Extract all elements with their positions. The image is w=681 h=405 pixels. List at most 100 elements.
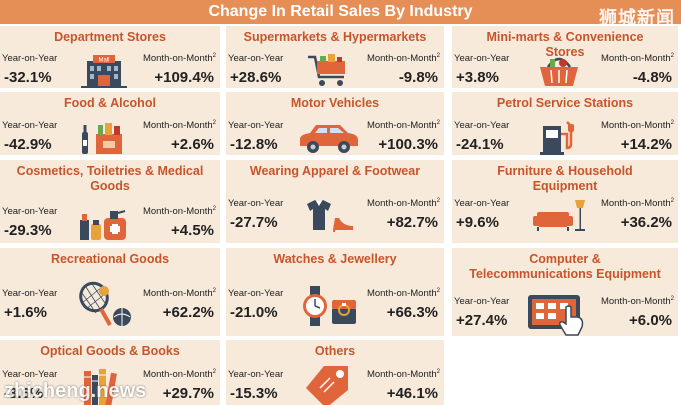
mom-label: Month-on-Month2 — [142, 119, 216, 131]
yoy-label: Year-on-Year — [2, 368, 58, 380]
grocery-bag-icon — [78, 120, 130, 155]
industry-card: Department Stores Year-on-Year -32.1% Ma… — [0, 26, 220, 88]
industry-card: Optical Goods & Books Year-on-Year -3.6%… — [0, 340, 220, 405]
mom-value: +2.6% — [171, 135, 214, 153]
mom-label: Month-on-Month2 — [366, 119, 440, 131]
industry-card: Computer & Telecommunications Equipment … — [452, 248, 678, 336]
industry-name: Supermarkets & Hypermarkets — [243, 30, 427, 44]
industry-card: Mini-marts & Convenience Stores Year-on-… — [452, 26, 678, 88]
mom-value: +109.4% — [154, 69, 214, 86]
fuel-pump-icon — [537, 120, 581, 155]
mom-value: +66.3% — [386, 304, 438, 321]
industry-card: Wearing Apparel & Footwear Year-on-Year … — [226, 160, 444, 243]
yoy-label: Year-on-Year — [228, 53, 284, 64]
yoy-value: -12.8% — [230, 135, 278, 153]
yoy-value: -21.0% — [230, 304, 278, 321]
mom-label: Month-on-Month2 — [600, 296, 674, 308]
mom-value: +36.2% — [620, 213, 672, 231]
watermark-bottom: zhicheng.news — [4, 380, 147, 402]
mom-label: Month-on-Month2 — [142, 368, 216, 380]
mom-label: Month-on-Month2 — [366, 53, 440, 65]
industry-card: Watches & Jewellery Year-on-Year -21.0% … — [226, 248, 444, 336]
yoy-value: -3.6% — [4, 384, 44, 402]
tennis-racket-icon — [74, 281, 134, 336]
industry-name: Recreational Goods — [50, 252, 170, 266]
industry-name: Motor Vehicles — [290, 96, 380, 110]
price-tag-icon — [304, 364, 354, 405]
mom-value: -4.8% — [632, 69, 672, 86]
mom-value: +100.3% — [378, 135, 438, 153]
yoy-value: +9.6% — [456, 213, 499, 231]
industry-name: Mini-marts & Convenience Stores — [486, 30, 644, 59]
yoy-label: Year-on-Year — [228, 197, 284, 209]
industry-card: Others Year-on-Year -15.3% Month-on-Mont… — [226, 340, 444, 405]
industry-name: Petrol Service Stations — [496, 96, 634, 110]
mom-label: Month-on-Month2 — [366, 368, 440, 380]
mom-label: Month-on-Month2 — [600, 119, 674, 131]
industry-name: Optical Goods & Books — [40, 344, 180, 358]
industry-name: Cosmetics, Toiletries & Medical Goods — [16, 164, 204, 193]
yoy-value: +27.4% — [456, 312, 508, 329]
mom-value: -9.8% — [398, 69, 438, 86]
industry-card: Cosmetics, Toiletries & Medical Goods Ye… — [0, 160, 220, 243]
shopping-cart-icon — [306, 53, 352, 88]
cosmetics-icon — [77, 206, 131, 243]
yoy-value: +1.6% — [4, 304, 47, 321]
industry-card: Petrol Service Stations Year-on-Year -24… — [452, 92, 678, 155]
basket-icon — [536, 53, 582, 88]
car-icon — [296, 120, 362, 155]
yoy-label: Year-on-Year — [228, 368, 284, 380]
yoy-label: Year-on-Year — [2, 205, 58, 217]
mom-value: +4.5% — [171, 221, 214, 239]
industry-card: Food & Alcohol Year-on-Year -42.9% Month… — [0, 92, 220, 155]
yoy-label: Year-on-Year — [228, 288, 284, 299]
yoy-value: +3.8% — [456, 69, 499, 86]
yoy-label: Year-on-Year — [454, 119, 510, 131]
mom-label: Month-on-Month2 — [600, 53, 674, 65]
industry-name: Food & Alcohol — [64, 96, 156, 110]
mom-label: Month-on-Month2 — [142, 205, 216, 217]
mom-value: +62.2% — [162, 304, 214, 321]
yoy-value: -24.1% — [456, 135, 504, 153]
yoy-label: Year-on-Year — [454, 197, 510, 209]
mom-label: Month-on-Month2 — [366, 197, 440, 209]
industry-card: Recreational Goods Year-on-Year +1.6% Mo… — [0, 248, 220, 336]
mom-value: +46.1% — [386, 384, 438, 402]
mom-value: +6.0% — [629, 312, 672, 329]
industry-card: Furniture & Household Equipment Year-on-… — [452, 160, 678, 243]
industry-name: Watches & Jewellery — [273, 252, 397, 266]
apparel-icon — [301, 198, 357, 239]
industry-name: Computer & Telecommunications Equipment — [469, 252, 661, 281]
books-icon — [80, 365, 128, 405]
watch-ring-icon — [298, 284, 360, 333]
building-icon: Mall — [79, 53, 129, 88]
yoy-value: -15.3% — [230, 384, 278, 402]
mom-label: Month-on-Month2 — [600, 197, 674, 209]
mom-label: Month-on-Month2 — [142, 288, 216, 300]
mom-value: +29.7% — [162, 384, 214, 402]
mall-sign-text: Mall — [98, 58, 109, 64]
industry-name: Wearing Apparel & Footwear — [249, 164, 421, 178]
yoy-value: -27.7% — [230, 213, 278, 231]
mom-label: Month-on-Month2 — [142, 53, 216, 65]
yoy-value: -42.9% — [4, 135, 52, 153]
yoy-label: Year-on-Year — [228, 119, 284, 131]
industry-name: Department Stores — [54, 30, 166, 44]
yoy-label: Year-on-Year — [454, 296, 510, 307]
yoy-value: -29.3% — [4, 221, 52, 239]
industry-card: Motor Vehicles Year-on-Year -12.8% Month… — [226, 92, 444, 155]
industry-card: Supermarkets & Hypermarkets Year-on-Year… — [226, 26, 444, 88]
mom-label: Month-on-Month2 — [366, 288, 440, 300]
yoy-label: Year-on-Year — [454, 53, 510, 64]
watermark-top: 狮城新闻 — [599, 8, 675, 28]
tablet-icon — [526, 291, 592, 336]
yoy-value: -32.1% — [4, 69, 52, 86]
sofa-icon — [531, 198, 587, 239]
mom-value: +82.7% — [386, 213, 438, 231]
page-title: Change In Retail Sales By Industry — [0, 0, 681, 24]
yoy-label: Year-on-Year — [2, 119, 58, 131]
yoy-value: +28.6% — [230, 69, 282, 86]
mom-value: +14.2% — [620, 135, 672, 153]
yoy-label: Year-on-Year — [2, 288, 58, 299]
industry-name: Furniture & Household Equipment — [497, 164, 633, 193]
